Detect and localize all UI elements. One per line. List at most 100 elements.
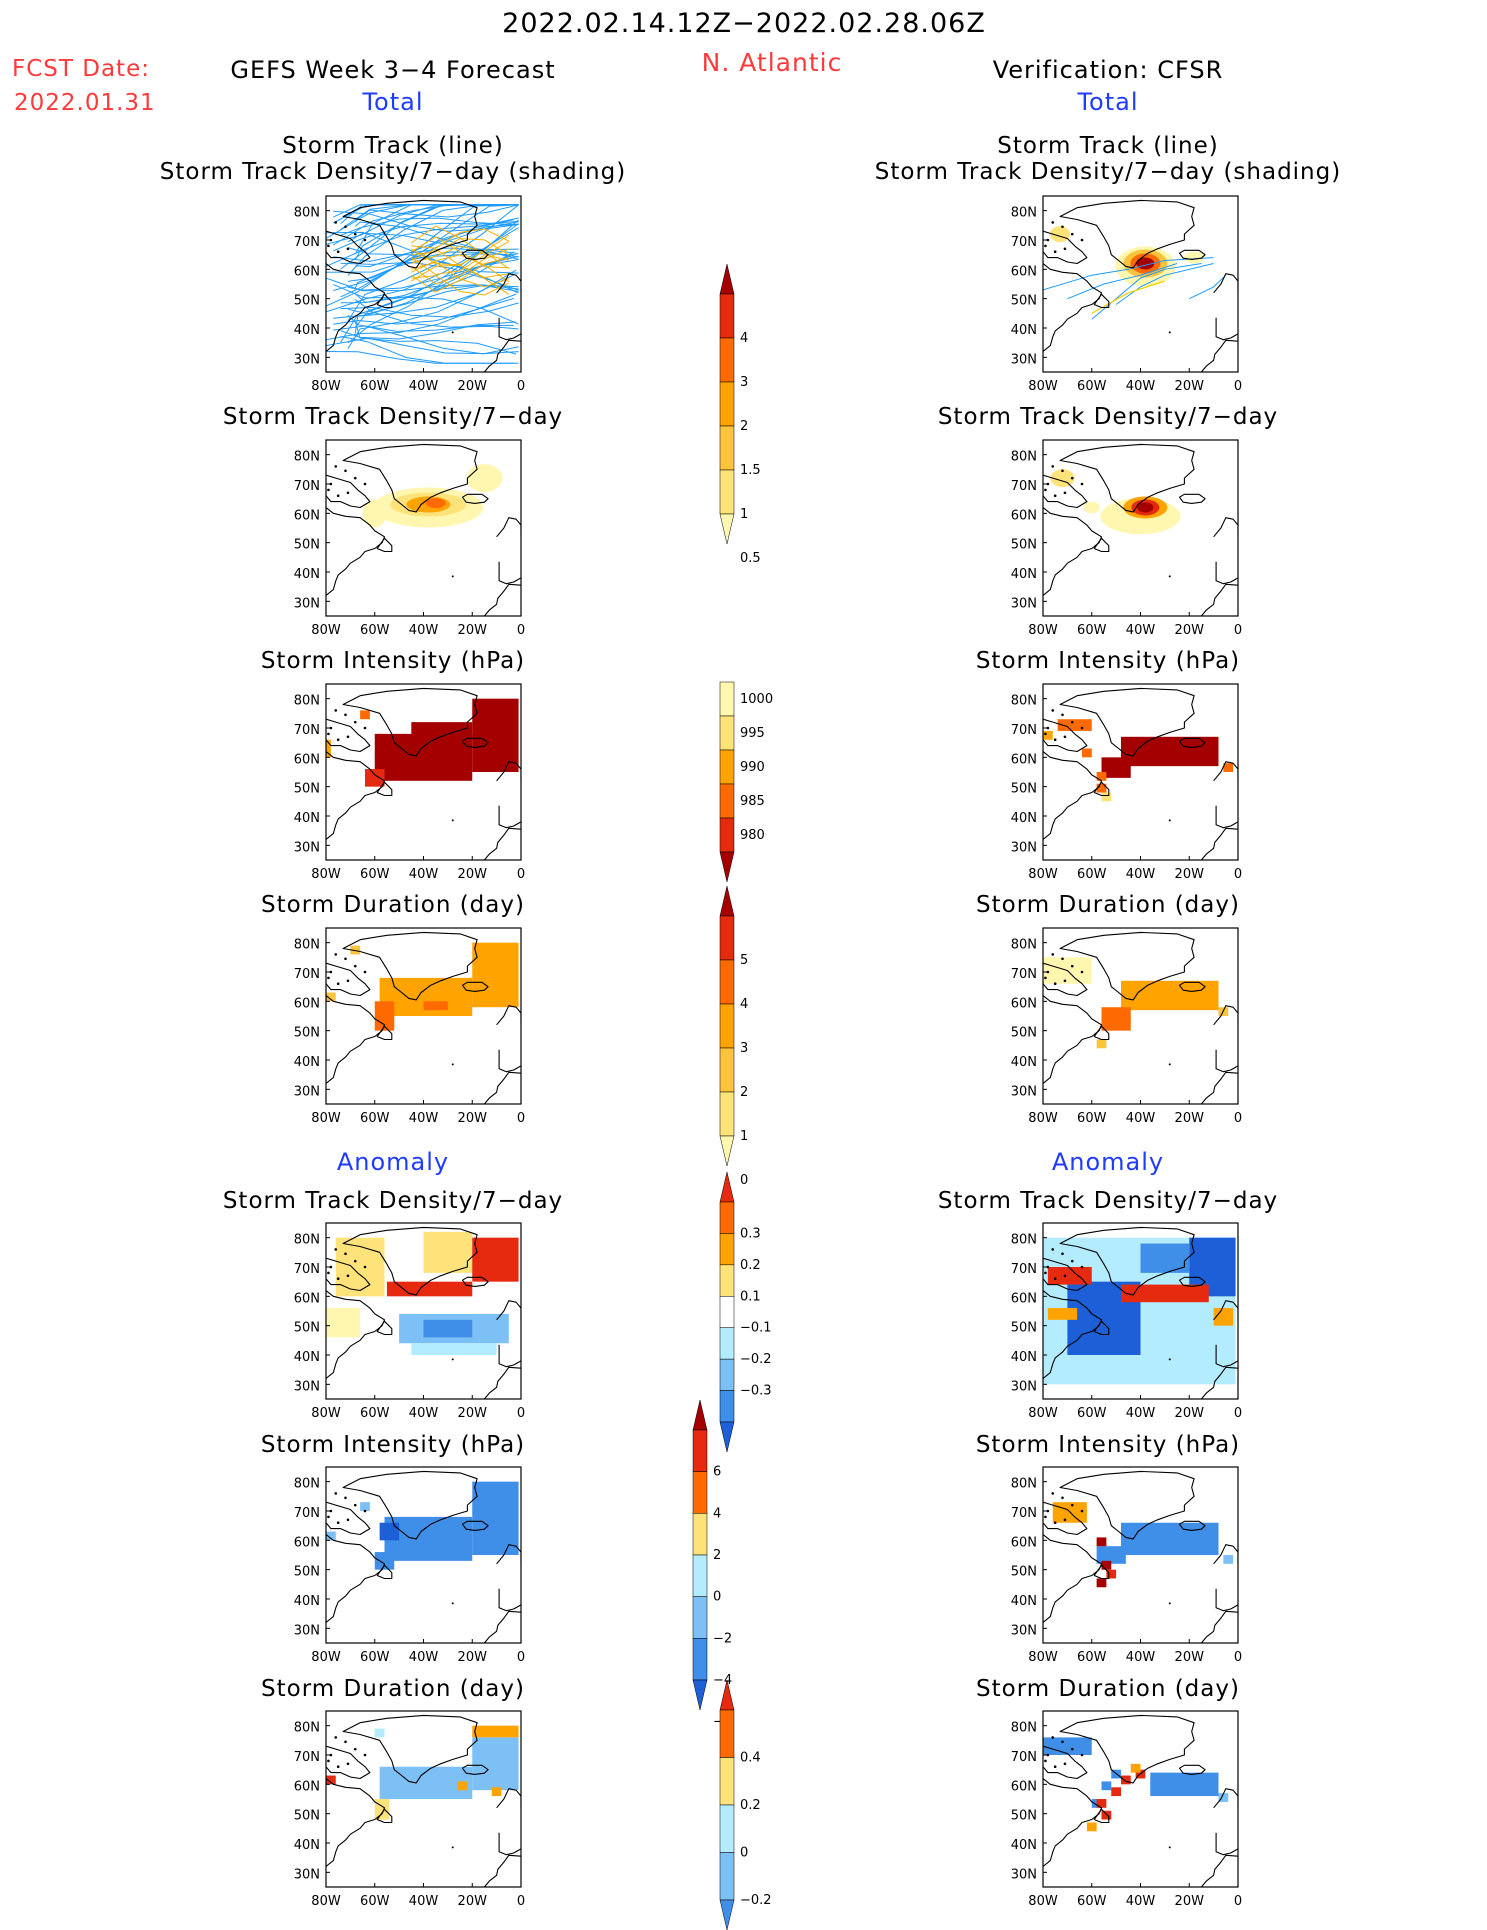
lat-tick-label: 40N xyxy=(294,1055,320,1070)
colorbar-duration: 5 4 3 2 1 0 xyxy=(719,885,790,1188)
map-track-forecast: 80N 70N 60N 50N 40N 30N 80W 60W 40W 20W 0 xyxy=(286,195,533,394)
lat-tick-label: 40N xyxy=(294,323,320,338)
colorbar-bottom-spike xyxy=(719,1135,735,1167)
lat-tick-label: 40N xyxy=(294,811,320,826)
lon-tick-label: 60W xyxy=(1077,1406,1107,1421)
title-density-anom-right: Storm Track Density/7−day xyxy=(937,1188,1279,1214)
lat-tick-label: 30N xyxy=(294,1623,320,1638)
lat-tick-label: 60N xyxy=(294,264,320,279)
lat-tick-label: 30N xyxy=(1011,596,1037,611)
lat-tick-label: 40N xyxy=(1011,1838,1037,1853)
lon-tick-label: 80W xyxy=(311,867,341,882)
map-svg: 80N 70N 60N 50N 40N 30N 80W 60W 40W 20W 0 xyxy=(294,195,525,394)
map-duration-anomaly-verification: 80N 70N 60N 50N 40N 30N 80W 60W 40W 20W 0 xyxy=(1003,1710,1250,1909)
colorbar-segment xyxy=(719,337,735,383)
lat-tick-label: 40N xyxy=(1011,323,1037,338)
colorbar-bottom-spike xyxy=(692,1679,708,1711)
title-track-line-left: Storm Track (line) xyxy=(282,133,504,159)
lon-tick-label: 60W xyxy=(360,1894,390,1909)
lon-tick-label: 0 xyxy=(1234,1650,1242,1665)
colorbar-segment xyxy=(719,715,735,751)
title-duration-right: Storm Duration (day) xyxy=(976,892,1240,918)
lon-tick-label: 0 xyxy=(1234,1406,1242,1421)
map-svg: 80N 70N 60N 50N 40N 30N 80W 60W 40W 20W 0 xyxy=(1011,195,1242,394)
lon-tick-label: 0 xyxy=(517,379,525,394)
colorbar-segment xyxy=(719,1709,735,1758)
lon-tick-label: 60W xyxy=(360,867,390,882)
map-svg: 80N 70N 60N 50N 40N 30N 80W 60W 40W 20W 0 xyxy=(1011,439,1242,638)
map-shading-layer xyxy=(326,1470,521,1643)
lon-tick-label: 60W xyxy=(1077,1894,1107,1909)
colorbar-tick-label: 0.1 xyxy=(740,1289,761,1304)
colorbar-tick-label: 2 xyxy=(740,1085,748,1100)
colorbar-tick-label: −0.1 xyxy=(740,1321,772,1336)
lat-tick-label: 50N xyxy=(294,1809,320,1824)
lon-tick-label: 20W xyxy=(458,1111,488,1126)
colorbar-tick-label: 1 xyxy=(740,507,748,522)
lat-tick-label: 40N xyxy=(1011,567,1037,582)
lat-tick-label: 70N xyxy=(1011,235,1037,250)
map-frame xyxy=(1042,927,1239,1105)
lon-tick-label: 80W xyxy=(311,1650,341,1665)
colorbar-tick-label: 0.3 xyxy=(740,1226,761,1241)
lat-tick-label: 50N xyxy=(294,538,320,553)
colorbar-tick-label: 0 xyxy=(740,1173,748,1188)
lat-tick-label: 60N xyxy=(1011,1291,1037,1306)
lon-tick-label: 80W xyxy=(1028,623,1058,638)
lon-tick-label: 20W xyxy=(1175,1650,1205,1665)
lon-tick-label: 80W xyxy=(1028,1894,1058,1909)
colorbar-bottom-spike xyxy=(719,1421,735,1453)
lat-tick-label: 50N xyxy=(1011,1809,1037,1824)
colorbar-top-spike xyxy=(692,1399,708,1431)
lat-tick-label: 70N xyxy=(1011,1750,1037,1765)
lon-tick-label: 60W xyxy=(1077,379,1107,394)
map-duration-verification: 80N 70N 60N 50N 40N 30N 80W 60W 40W 20W 0 xyxy=(1003,927,1250,1126)
colorbar-tick-label: 1.5 xyxy=(740,463,761,478)
colorbar-segment xyxy=(719,1757,735,1806)
lat-tick-label: 70N xyxy=(294,1262,320,1277)
lat-tick-label: 80N xyxy=(1011,206,1037,221)
map-density-verification: 80N 70N 60N 50N 40N 30N 80W 60W 40W 20W 0 xyxy=(1003,439,1250,638)
colorbar-segment xyxy=(719,1358,735,1391)
section-total-right: Total xyxy=(1077,88,1139,116)
lon-tick-label: 20W xyxy=(1175,623,1205,638)
title-duration-left: Storm Duration (day) xyxy=(261,892,525,918)
map-svg: 80N 70N 60N 50N 40N 30N 80W 60W 40W 20W 0 xyxy=(1011,1466,1242,1665)
colorbar-segment xyxy=(719,1047,735,1093)
lat-tick-label: 50N xyxy=(1011,538,1037,553)
lon-tick-label: 20W xyxy=(458,1650,488,1665)
map-frame xyxy=(1042,683,1239,861)
colorbar-density-anomaly: 0.3 0.2 0.1 −0.1 −0.2 −0.3 xyxy=(719,1171,790,1453)
lat-tick-label: 30N xyxy=(294,1867,320,1882)
lon-tick-label: 0 xyxy=(517,1894,525,1909)
lat-tick-label: 70N xyxy=(294,1506,320,1521)
lon-tick-label: 40W xyxy=(409,1894,439,1909)
lon-tick-label: 60W xyxy=(1077,1650,1107,1665)
lat-tick-label: 50N xyxy=(294,1321,320,1336)
lon-tick-label: 0 xyxy=(517,867,525,882)
lat-tick-label: 50N xyxy=(1011,1026,1037,1041)
colorbar-tick-label: 0 xyxy=(740,1846,748,1861)
colorbar-top-spike xyxy=(719,1171,735,1203)
lat-tick-label: 80N xyxy=(294,1477,320,1492)
lon-tick-label: 20W xyxy=(1175,867,1205,882)
lat-tick-label: 40N xyxy=(294,567,320,582)
colorbar-segment xyxy=(719,1804,735,1853)
colorbar-segment xyxy=(719,1327,735,1360)
lat-tick-label: 60N xyxy=(1011,508,1037,523)
fcst-date-value: 2022.01.31 xyxy=(14,90,156,116)
lon-tick-label: 0 xyxy=(517,1111,525,1126)
lat-tick-label: 60N xyxy=(294,508,320,523)
colorbar-segment xyxy=(692,1471,708,1514)
section-anomaly-right: Anomaly xyxy=(1051,1148,1165,1176)
lon-tick-label: 40W xyxy=(1126,1111,1156,1126)
colorbar-tick-label: 4 xyxy=(740,331,748,346)
region-title: N. Atlantic xyxy=(701,48,843,77)
lon-tick-label: 0 xyxy=(517,1406,525,1421)
map-shading-layer xyxy=(1043,931,1238,1104)
lat-tick-label: 80N xyxy=(1011,938,1037,953)
lat-tick-label: 80N xyxy=(294,694,320,709)
lat-tick-label: 70N xyxy=(1011,967,1037,982)
date-range-title: 2022.02.14.12Z−2022.02.28.06Z xyxy=(502,8,986,39)
colorbar-tick-label: 995 xyxy=(740,726,765,741)
